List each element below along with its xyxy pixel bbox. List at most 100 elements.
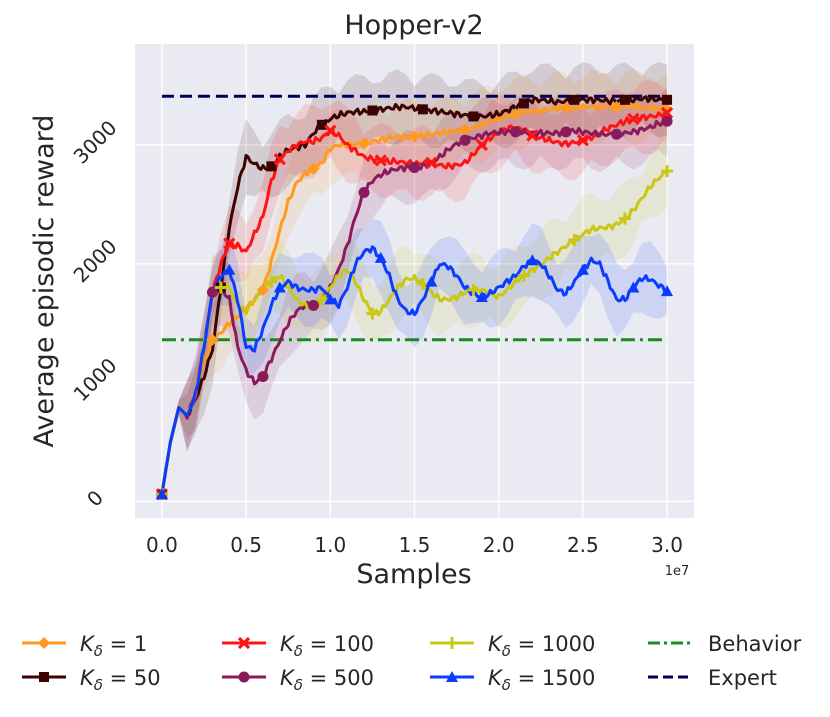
data-point (627, 281, 640, 293)
data-point (517, 269, 530, 282)
y-axis-title: Average episodic reward (29, 115, 60, 448)
data-point (273, 153, 286, 166)
legend-label: Behavior (708, 632, 802, 656)
data-point (576, 134, 590, 147)
data-point (425, 156, 438, 169)
x-tick-label: 3.0 (651, 533, 683, 557)
data-point (627, 112, 640, 125)
chart-title: Hopper-v2 (344, 10, 483, 41)
data-point (662, 94, 673, 105)
data-point (223, 263, 236, 275)
legend-item: Kδ = 1000 (430, 632, 595, 660)
data-point (155, 488, 168, 500)
data-point (618, 212, 631, 225)
x-tick-label: 0.5 (230, 533, 262, 557)
data-point (569, 94, 580, 105)
data-point (417, 104, 428, 115)
data-point (206, 333, 219, 346)
legend-label: Kδ = 100 (280, 632, 374, 660)
x-tick-labels: 0.0 0.5 1.0 1.5 2.0 2.5 3.0 (146, 533, 683, 557)
data-point (257, 371, 269, 383)
x-tick-label: 2.0 (483, 533, 515, 557)
data-point (367, 105, 378, 116)
data-point (619, 94, 630, 105)
legend-label: Kδ = 50 (80, 666, 161, 694)
data-point (206, 286, 218, 298)
legend-marker (238, 671, 250, 683)
confidence-band (161, 61, 668, 502)
legend-item: Kδ = 100 (222, 632, 374, 660)
legend-item: Behavior (648, 632, 802, 656)
data-point (316, 119, 327, 130)
data-point (459, 134, 471, 146)
data-point (475, 291, 488, 303)
data-point (256, 283, 269, 296)
x-tick-label: 1.0 (314, 533, 346, 557)
legend-item: Kδ = 500 (222, 666, 374, 694)
data-point (214, 281, 227, 294)
data-point (357, 137, 370, 150)
data-point (468, 111, 479, 122)
legend-marker (39, 672, 49, 682)
data-point (374, 154, 387, 167)
legend-label: Expert (708, 666, 777, 690)
data-point (661, 103, 674, 116)
data-point (409, 162, 420, 174)
data-point (307, 162, 320, 175)
data-point (560, 102, 573, 115)
data-point (661, 165, 674, 178)
data-point (273, 281, 286, 293)
legend-label: Kδ = 500 (280, 666, 374, 694)
x-offset-label: 1e7 (665, 564, 690, 579)
legend-label: Kδ = 1000 (488, 632, 595, 660)
data-point (266, 161, 277, 172)
x-tick-label: 0.0 (146, 533, 178, 557)
data-point (374, 251, 387, 263)
data-point (526, 254, 539, 266)
confidence-band (161, 218, 668, 502)
legend-item: Kδ = 1500 (430, 666, 595, 694)
data-point (459, 123, 472, 136)
data-point (366, 307, 379, 320)
data-point (611, 128, 623, 140)
confidence-band (161, 69, 668, 502)
y-tick-label: 0 (82, 485, 108, 511)
data-point (560, 126, 572, 138)
y-tick-label: 2000 (69, 234, 122, 287)
x-axis-title: Samples (356, 559, 471, 590)
y-tick-label: 3000 (69, 116, 122, 169)
series-line (160, 169, 668, 495)
data-point (610, 100, 623, 113)
data-point (526, 129, 539, 142)
data-point (661, 285, 674, 297)
legend-item: Kδ = 50 (22, 666, 161, 694)
legend-item: Expert (648, 666, 777, 690)
data-point (467, 283, 480, 296)
legend-marker (446, 637, 458, 649)
legend-item: Kδ = 1 (22, 632, 147, 660)
data-point (425, 275, 438, 287)
data-point (660, 106, 674, 120)
data-point (661, 115, 673, 127)
data-point (475, 138, 488, 152)
legend-marker (38, 637, 50, 649)
data-point (358, 186, 370, 198)
data-point (315, 293, 328, 306)
data-point (408, 130, 421, 143)
data-point (509, 108, 522, 121)
legend: Kδ = 1 Kδ = 50 Kδ = 100 Kδ = 500 Kδ = 1000 Kδ… (22, 632, 802, 694)
data-point (568, 234, 581, 247)
x-tick-label: 2.5 (567, 533, 599, 557)
data-point (307, 299, 319, 311)
data-point (510, 126, 522, 138)
legend-label: Kδ = 1 (80, 632, 147, 660)
data-point (223, 237, 236, 250)
legend-marker (446, 671, 458, 682)
y-tick-label: 1000 (69, 353, 122, 406)
series-markers (155, 94, 674, 501)
data-point (518, 98, 529, 109)
series-line (160, 94, 669, 495)
x-tick-label: 1.5 (399, 533, 431, 557)
legend-marker (237, 636, 251, 650)
